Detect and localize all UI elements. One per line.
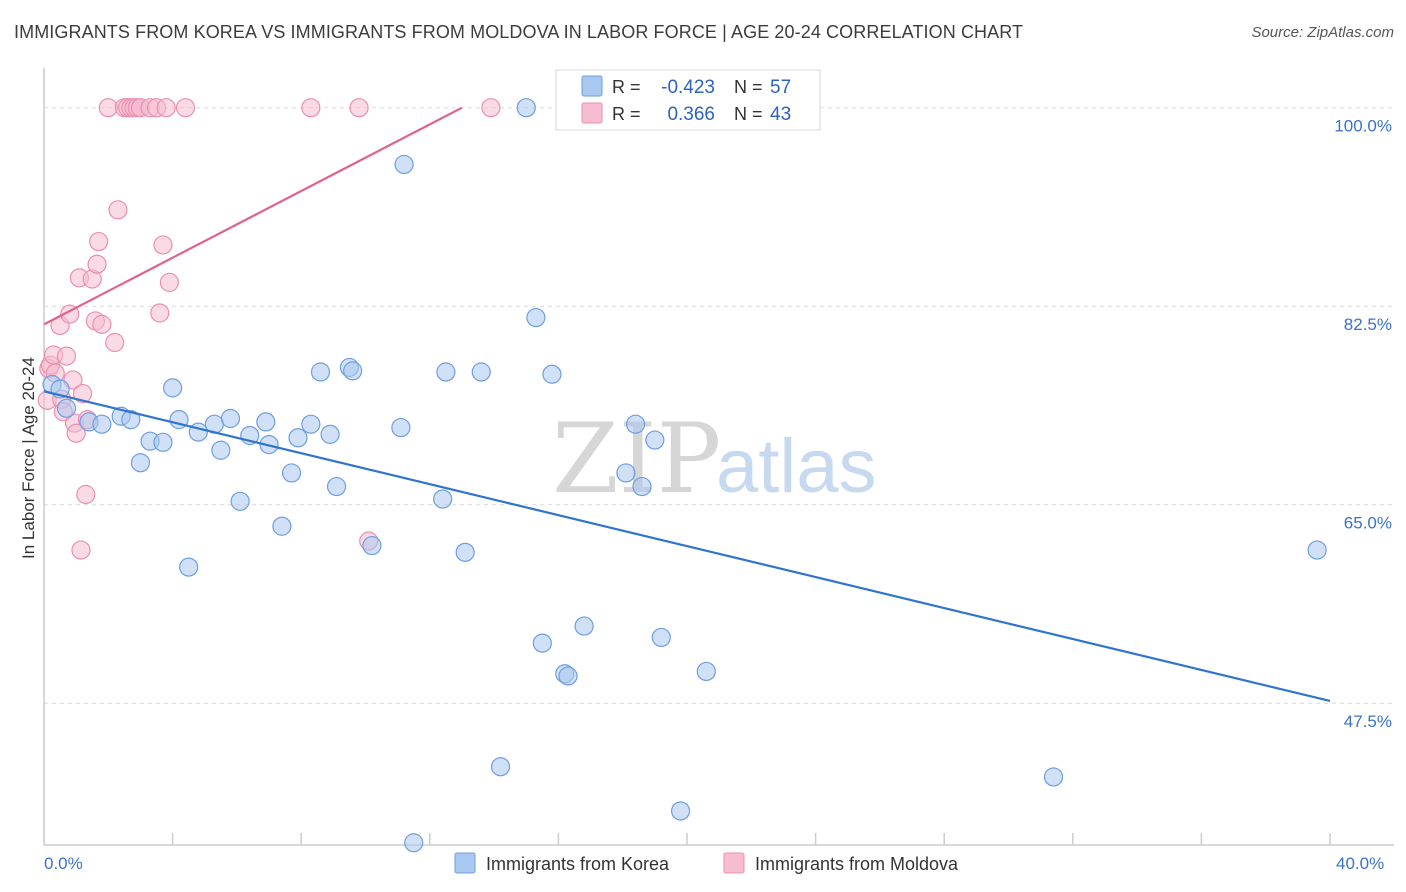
korea-point: [391, 417, 411, 438]
moldova-points: [37, 98, 501, 560]
korea-point: [121, 410, 141, 430]
y-tick-label: 100.0%: [1334, 117, 1392, 136]
korea-point: [516, 98, 536, 118]
chart-title: IMMIGRANTS FROM KOREA VS IMMIGRANTS FROM…: [14, 22, 1024, 42]
korea-point: [320, 424, 340, 444]
y-tick-label: 82.5%: [1344, 315, 1392, 334]
korea-point: [211, 440, 231, 460]
korea-point: [1043, 767, 1064, 787]
legend-swatch-moldova: [581, 102, 603, 124]
legend-r-value-moldova: 0.366: [667, 104, 715, 125]
korea-point: [490, 757, 511, 777]
x-tick-label-max: 40.0%: [1336, 854, 1384, 873]
y-tick-labels: 47.5% 65.0% 82.5% 100.0%: [1334, 117, 1392, 732]
stats-legend: R = -0.423 N = 57 R = 0.366 N = 43: [555, 69, 821, 131]
korea-point: [616, 463, 636, 483]
korea-point: [436, 362, 456, 382]
korea-point: [645, 430, 665, 450]
korea-point: [310, 362, 331, 382]
moldova-point: [481, 98, 501, 118]
moldova-point: [301, 98, 321, 118]
korea-point: [455, 542, 475, 562]
korea-point: [163, 378, 183, 398]
legend-r-label-korea: R =: [612, 77, 641, 97]
legend-r-value-korea: -0.423: [661, 77, 715, 98]
watermark-atlas: atlas: [716, 424, 877, 509]
korea-point: [394, 154, 414, 175]
korea-point: [301, 414, 321, 434]
series-legend-swatch-moldova: [723, 852, 745, 874]
korea-point: [220, 408, 241, 429]
legend-n-label-korea: N =: [734, 77, 763, 97]
korea-point: [558, 666, 578, 686]
moldova-point: [349, 98, 369, 118]
series-legend: Immigrants from Korea Immigrants from Mo…: [454, 852, 959, 874]
korea-point: [362, 535, 382, 556]
korea-point: [288, 428, 308, 448]
y-tick-label: 65.0%: [1344, 514, 1392, 533]
korea-point: [1307, 540, 1327, 560]
korea-point: [56, 398, 77, 418]
korea-point: [153, 432, 173, 452]
moldova-point: [71, 540, 91, 560]
legend-r-label-moldova: R =: [612, 104, 641, 124]
korea-point: [433, 489, 453, 509]
moldova-point: [105, 332, 125, 353]
series-legend-label-moldova: Immigrants from Moldova: [755, 854, 959, 874]
korea-point: [542, 364, 562, 384]
moldova-point: [72, 383, 93, 404]
korea-point: [632, 476, 652, 497]
moldova-point: [92, 314, 112, 334]
korea-point: [272, 516, 292, 536]
korea-point: [130, 453, 151, 473]
moldova-point: [153, 235, 173, 255]
korea-point: [404, 833, 424, 853]
x-ticks: [171, 833, 1331, 845]
legend-n-value-korea: 57: [770, 77, 791, 98]
moldova-trend-line: [43, 106, 463, 326]
korea-point: [670, 801, 691, 821]
moldova-point: [76, 484, 96, 505]
korea-point: [471, 362, 491, 382]
legend-n-label-moldova: N =: [734, 104, 763, 124]
korea-point: [92, 414, 112, 434]
moldova-point: [150, 303, 170, 323]
watermark: ZIP atlas: [552, 403, 877, 515]
korea-point: [574, 616, 594, 636]
source-credit: Source: ZipAtlas.com: [1251, 24, 1394, 41]
series-legend-label-korea: Immigrants from Korea: [486, 854, 670, 874]
korea-point: [532, 633, 552, 653]
y-axis-title: In Labor Force | Age 20-24: [19, 357, 38, 559]
legend-swatch-korea: [581, 75, 603, 97]
legend-n-value-moldova: 43: [770, 104, 791, 125]
moldova-point: [159, 272, 179, 292]
moldova-point: [87, 254, 107, 274]
moldova-point: [108, 200, 128, 220]
korea-point: [230, 491, 250, 511]
korea-point: [696, 661, 716, 682]
korea-point: [651, 627, 671, 648]
moldova-point: [89, 231, 109, 252]
korea-point: [343, 361, 363, 381]
y-tick-label: 47.5%: [1344, 712, 1392, 731]
axes: [43, 68, 1394, 846]
korea-trend-line: [43, 390, 1331, 703]
moldova-point: [98, 98, 118, 118]
korea-point: [256, 412, 276, 432]
x-tick-label-min: 0.0%: [44, 854, 83, 873]
korea-point: [326, 476, 347, 497]
moldova-point: [66, 423, 86, 443]
moldova-point: [56, 346, 77, 366]
moldova-point: [156, 98, 176, 118]
korea-point: [526, 307, 546, 328]
korea-point: [179, 557, 199, 577]
moldova-point: [175, 98, 196, 118]
series-legend-swatch-korea: [454, 852, 476, 874]
korea-point: [625, 414, 646, 434]
korea-point: [281, 463, 302, 483]
